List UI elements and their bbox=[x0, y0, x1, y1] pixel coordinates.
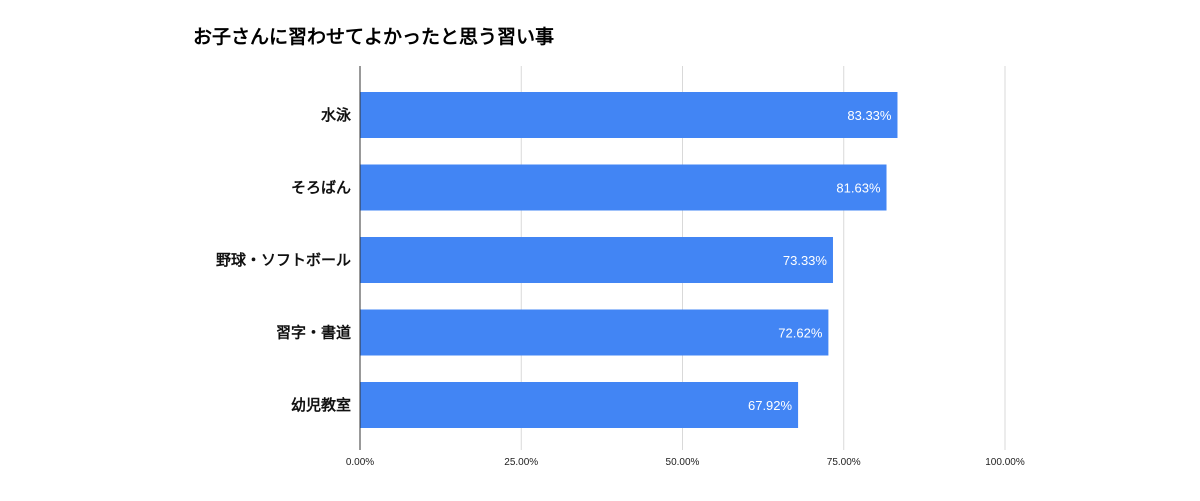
data-label: 81.63% bbox=[836, 181, 881, 196]
category-label: 幼児教室 bbox=[291, 396, 351, 414]
category-label: そろばん bbox=[291, 179, 351, 197]
bar-4 bbox=[360, 382, 799, 428]
labels: 0.00% 25.00% 50.00% 75.00% 100.00% 水泳 83.33% そろ… bbox=[216, 106, 1025, 468]
category-label: 水泳 bbox=[321, 106, 352, 124]
x-tick-label: 0.00% bbox=[346, 457, 374, 468]
category-label: 習字・書道 bbox=[276, 324, 351, 342]
category-label: 野球・ソフトボール bbox=[216, 251, 351, 269]
chart-title: お子さんに習わせてよかったと思う習い事 bbox=[193, 26, 555, 48]
x-tick-label: 75.00% bbox=[827, 457, 861, 468]
bar-2 bbox=[360, 237, 833, 283]
data-label: 72.62% bbox=[778, 326, 823, 341]
bar-0 bbox=[360, 92, 898, 138]
bars bbox=[360, 92, 898, 428]
bar-1 bbox=[360, 164, 887, 211]
x-tick-label: 50.00% bbox=[666, 457, 700, 468]
bar-3 bbox=[360, 309, 829, 356]
data-label: 67.92% bbox=[748, 398, 793, 413]
x-tick-label: 100.00% bbox=[985, 457, 1025, 468]
x-tick-label: 25.00% bbox=[504, 457, 538, 468]
data-label: 73.33% bbox=[783, 253, 828, 268]
data-label: 83.33% bbox=[847, 108, 892, 123]
